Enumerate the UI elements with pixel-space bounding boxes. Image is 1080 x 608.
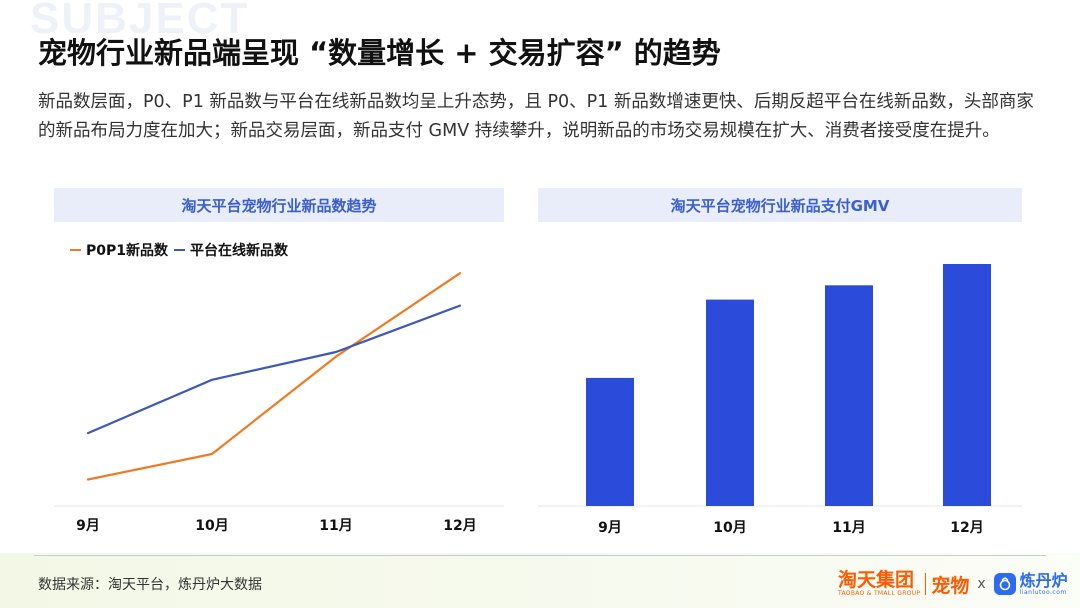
legend-item-platform: 平台在线新品数	[174, 240, 288, 260]
line-x-tick-label: 12月	[443, 518, 476, 534]
footer-background	[0, 553, 1080, 608]
logo-separator	[925, 573, 927, 595]
bar	[943, 264, 991, 506]
pet-logo-text: 宠物	[931, 574, 970, 597]
line-chart-legend: P0P1新品数 平台在线新品数	[70, 240, 294, 260]
bar-x-tick-label: 9月	[598, 520, 622, 536]
bar-x-tick-label: 11月	[832, 520, 865, 536]
bar-x-tick-label: 12月	[950, 520, 983, 536]
line-chart-title: 淘天平台宠物行业新品数趋势	[54, 188, 504, 222]
legend-label-p0p1: P0P1新品数	[86, 243, 169, 259]
legend-label-platform: 平台在线新品数	[190, 243, 289, 259]
line-x-tick-label: 10月	[195, 518, 228, 534]
line-series-1	[86, 272, 462, 481]
line-series-2	[86, 304, 462, 435]
tmall-group-logo-text: 淘天集团	[838, 569, 915, 591]
data-source: 数据来源：淘天平台，炼丹炉大数据	[38, 577, 262, 593]
tmall-group-logo-subtext: TAOBAO & TMALL GROUP	[838, 590, 921, 597]
bar-chart-title: 淘天平台宠物行业新品支付GMV	[538, 188, 1022, 222]
liandanlu-logo-subtext: lianlutoo.com	[1019, 588, 1067, 596]
legend-item-p0p1: P0P1新品数	[70, 240, 168, 260]
tmall-group-logo: 淘天集团 TAOBAO & TMALL GROUP	[838, 570, 920, 598]
legend-swatch-orange	[70, 249, 81, 251]
bar-x-tick-label: 10月	[713, 520, 746, 536]
liandanlu-logo-text: 炼丹炉	[1019, 570, 1068, 590]
line-x-tick-label: 9月	[76, 518, 100, 534]
footer-logos: 淘天集团 TAOBAO & TMALL GROUP 宠物 x 炼丹炉 lianl…	[838, 566, 1068, 602]
footer-divider	[34, 555, 1046, 556]
page-description: 新品数层面，P0、P1 新品数与平台在线新品数均呈上升态势，且 P0、P1 新品…	[38, 92, 1034, 141]
liandanlu-logo: 炼丹炉 lianlutoo.com	[993, 570, 1068, 597]
line-x-tick-label: 11月	[319, 518, 352, 534]
bar	[586, 377, 634, 506]
page-title: 宠物行业新品端呈现 “数量增长 + 交易扩容” 的趋势	[38, 36, 721, 70]
legend-swatch-blue	[174, 249, 186, 251]
bar	[706, 299, 754, 506]
collab-x: x	[977, 576, 986, 592]
bar	[825, 285, 873, 506]
liandanlu-mark-icon	[993, 573, 1016, 595]
background-watermark: SUBJECT	[30, 0, 250, 43]
